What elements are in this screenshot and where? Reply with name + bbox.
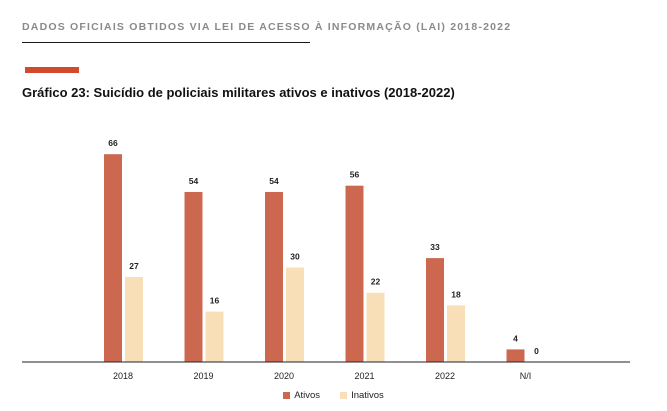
data-label-inativos-2019: 16 [210,296,220,306]
accent-bar [25,67,79,73]
data-label-inativos-ni: 0 [534,346,539,356]
data-label-ativos-2019: 54 [189,176,199,186]
x-tick-label: 2021 [354,371,374,381]
legend-swatch-inativos [340,392,348,399]
bar-ativos-2022 [426,258,444,362]
bar-ativos-2018 [104,154,122,362]
legend-label-inativos: Inativos [351,390,384,401]
bar-ativos-2019 [184,191,203,362]
bar-inativos-2022 [447,305,465,362]
data-label-ativos-2020: 54 [269,176,279,186]
data-label-inativos-2021: 22 [371,277,381,287]
bar-inativos-2020 [286,267,304,362]
data-label-inativos-2020: 30 [290,252,300,262]
data-label-inativos-2018: 27 [129,261,139,271]
x-tick-label: 2020 [274,371,294,381]
x-tick-label: 2019 [193,371,213,381]
chart-title: Gráfico 23: Suicídio de policiais milita… [22,85,455,100]
data-label-ativos-2018: 66 [108,138,118,148]
bar-ativos-2020 [265,191,283,362]
report-header: DADOS OFICIAIS OBTIDOS VIA LEI DE ACESSO… [22,21,512,33]
bar-ativos-ni [506,349,525,362]
header-rule [22,42,310,43]
x-tick-label: N/I [520,371,532,381]
bar-inativos-2018 [125,276,143,362]
legend-item-ativos: Ativos [283,390,320,401]
data-label-ativos-2021: 56 [350,170,360,180]
data-label-ativos-ni: 4 [513,333,518,343]
chart-legend: Ativos Inativos [0,390,667,401]
bar-inativos-2021 [366,292,385,362]
data-label-ativos-2022: 33 [430,242,440,252]
legend-label-ativos: Ativos [294,390,321,401]
data-label-inativos-2022: 18 [451,289,461,299]
x-tick-label: 2018 [113,371,133,381]
bar-inativos-2019 [205,311,224,362]
bar-ativos-2021 [345,185,364,362]
x-tick-label: 2022 [435,371,455,381]
legend-swatch-ativos [283,392,291,399]
legend-item-inativos: Inativos [340,390,384,401]
